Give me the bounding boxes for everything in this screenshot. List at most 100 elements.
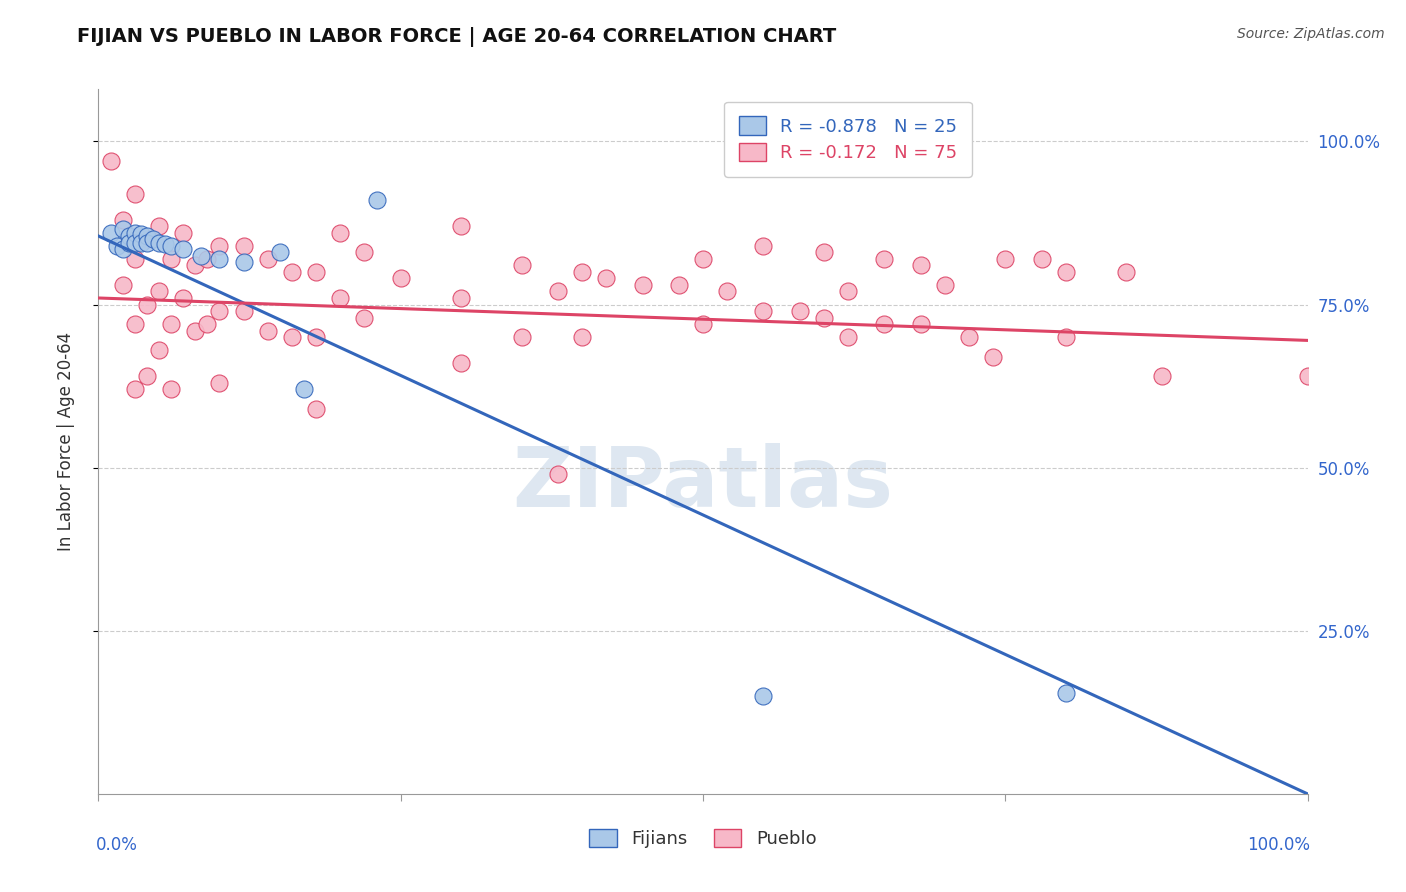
Point xyxy=(510,259,533,273)
Point xyxy=(389,271,412,285)
Point xyxy=(269,245,291,260)
Point xyxy=(510,330,533,344)
Text: 0.0%: 0.0% xyxy=(96,836,138,855)
Point xyxy=(129,235,152,250)
Point xyxy=(716,285,738,299)
Point xyxy=(752,239,775,253)
Point xyxy=(190,249,212,263)
Point xyxy=(195,317,218,331)
Point xyxy=(353,310,375,325)
Point xyxy=(1152,369,1174,384)
Text: FIJIAN VS PUEBLO IN LABOR FORCE | AGE 20-64 CORRELATION CHART: FIJIAN VS PUEBLO IN LABOR FORCE | AGE 20… xyxy=(77,27,837,46)
Point xyxy=(135,232,157,246)
Point xyxy=(135,369,157,384)
Text: ZIPatlas: ZIPatlas xyxy=(513,443,893,524)
Point xyxy=(124,317,146,331)
Point xyxy=(124,186,146,201)
Point xyxy=(124,226,146,240)
Point xyxy=(450,356,472,370)
Legend: Fijians, Pueblo: Fijians, Pueblo xyxy=(582,822,824,855)
Point xyxy=(111,222,134,236)
Point xyxy=(571,265,593,279)
Point xyxy=(208,304,231,318)
Point xyxy=(111,212,134,227)
Point xyxy=(631,277,654,292)
Point xyxy=(450,291,472,305)
Point xyxy=(208,376,231,390)
Point xyxy=(281,265,304,279)
Point xyxy=(813,310,835,325)
Point xyxy=(111,277,134,292)
Point xyxy=(692,252,714,266)
Point xyxy=(1054,686,1077,700)
Text: 100.0%: 100.0% xyxy=(1247,836,1310,855)
Point xyxy=(353,245,375,260)
Point xyxy=(124,235,146,250)
Point xyxy=(813,245,835,260)
Point xyxy=(934,277,956,292)
Point xyxy=(281,330,304,344)
Point xyxy=(752,689,775,703)
Point xyxy=(148,219,170,234)
Point xyxy=(1296,369,1319,384)
Point xyxy=(873,252,896,266)
Point xyxy=(450,219,472,234)
Point xyxy=(135,229,157,244)
Point xyxy=(118,235,141,250)
Point xyxy=(184,324,207,338)
Point xyxy=(184,259,207,273)
Point xyxy=(100,153,122,168)
Point xyxy=(837,330,859,344)
Point xyxy=(148,235,170,250)
Point xyxy=(366,193,388,207)
Point xyxy=(160,239,183,253)
Point xyxy=(160,252,183,266)
Point xyxy=(256,252,278,266)
Point xyxy=(1054,330,1077,344)
Point xyxy=(232,239,254,253)
Point xyxy=(910,317,932,331)
Text: Source: ZipAtlas.com: Source: ZipAtlas.com xyxy=(1237,27,1385,41)
Point xyxy=(148,285,170,299)
Point xyxy=(1031,252,1053,266)
Point xyxy=(981,350,1004,364)
Point xyxy=(111,242,134,256)
Point xyxy=(292,382,315,396)
Point xyxy=(148,343,170,358)
Point xyxy=(160,317,183,331)
Point xyxy=(910,259,932,273)
Point xyxy=(172,291,194,305)
Point xyxy=(208,239,231,253)
Point xyxy=(692,317,714,331)
Point xyxy=(994,252,1017,266)
Point xyxy=(837,285,859,299)
Point xyxy=(571,330,593,344)
Point xyxy=(256,324,278,338)
Point xyxy=(118,229,141,244)
Point xyxy=(305,265,328,279)
Point xyxy=(135,235,157,250)
Point xyxy=(305,401,328,416)
Point xyxy=(668,277,690,292)
Point xyxy=(160,382,183,396)
Point xyxy=(142,232,165,246)
Point xyxy=(124,382,146,396)
Point xyxy=(873,317,896,331)
Point xyxy=(105,239,128,253)
Point xyxy=(172,226,194,240)
Y-axis label: In Labor Force | Age 20-64: In Labor Force | Age 20-64 xyxy=(56,332,75,551)
Point xyxy=(153,237,176,252)
Point xyxy=(208,252,231,266)
Point xyxy=(1115,265,1137,279)
Point xyxy=(195,252,218,266)
Point xyxy=(100,226,122,240)
Point xyxy=(329,291,352,305)
Point xyxy=(752,304,775,318)
Point xyxy=(129,227,152,241)
Point xyxy=(595,271,617,285)
Point xyxy=(1054,265,1077,279)
Point xyxy=(789,304,811,318)
Point xyxy=(232,304,254,318)
Point xyxy=(232,255,254,269)
Point xyxy=(547,285,569,299)
